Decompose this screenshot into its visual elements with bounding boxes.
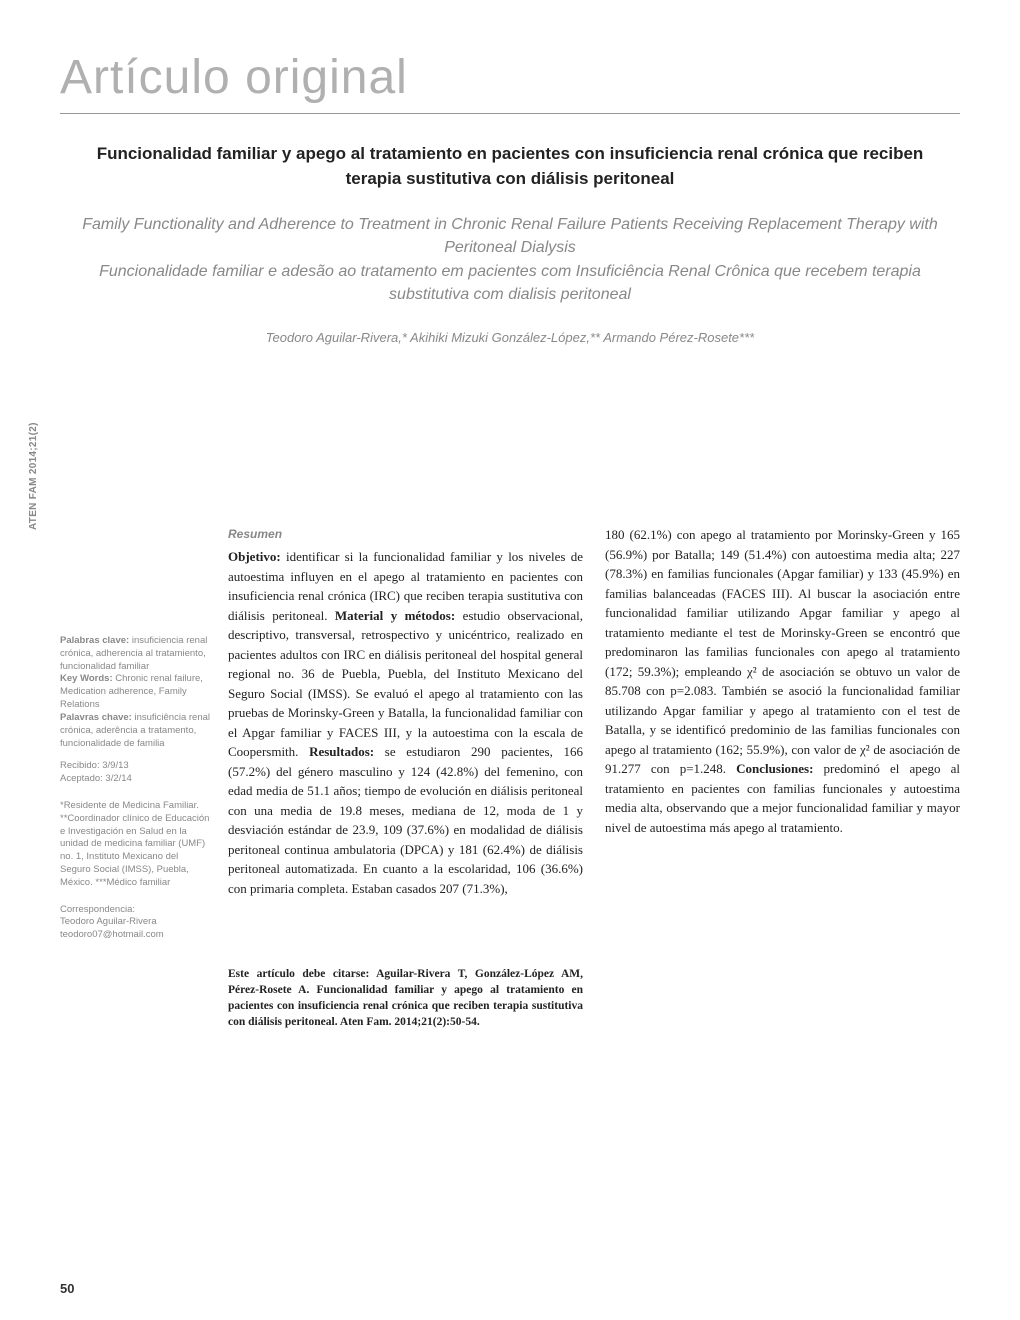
kw-en-label: Key Words:	[60, 673, 113, 684]
corr-email: teodoro07@hotmail.com	[60, 929, 164, 940]
article-title-portuguese: Funcionalidade familiar e adesão ao trat…	[60, 260, 960, 306]
resumen-heading: Resumen	[228, 525, 583, 543]
main-columns: Resumen Objetivo: identificar si la func…	[228, 525, 960, 1030]
corr-label: Correspondencia:	[60, 904, 135, 915]
citation-block: Este artículo debe citarse: Aguilar-Rive…	[228, 966, 583, 1030]
journal-reference-side: ATEN FAM 2014;21(2)	[28, 422, 39, 530]
page-number: 50	[60, 1281, 74, 1296]
correspondence: Correspondencia: Teodoro Aguilar-Rivera …	[60, 904, 210, 942]
keywords-spanish: Palabras clave: insuficiencia renal crón…	[60, 635, 210, 750]
body-wrapper: Palabras clave: insuficiencia renal crón…	[60, 525, 960, 1030]
title-divider	[60, 113, 960, 114]
kw-es-label: Palabras clave:	[60, 635, 129, 646]
kw-pt-label: Palavras chave:	[60, 712, 132, 723]
accepted-date: Aceptado: 3/2/14	[60, 773, 132, 784]
column-left: Resumen Objetivo: identificar si la func…	[228, 525, 583, 1030]
section-label: Artículo original	[60, 50, 960, 105]
abstract-col1: Objetivo: identificar si la funcionalida…	[228, 547, 583, 898]
received-date: Recibido: 3/9/13	[60, 760, 129, 771]
article-title-spanish: Funcionalidad familiar y apego al tratam…	[60, 142, 960, 191]
corr-name: Teodoro Aguilar-Rivera	[60, 916, 157, 927]
sidebar-metadata: Palabras clave: insuficiencia renal crón…	[60, 525, 210, 1030]
affiliations: *Residente de Medicina Familiar. **Coord…	[60, 800, 210, 890]
dates-block: Recibido: 3/9/13 Aceptado: 3/2/14	[60, 760, 210, 786]
column-right: 180 (62.1%) con apego al tratamiento por…	[605, 525, 960, 1030]
authors-line: Teodoro Aguilar-Rivera,* Akihiki Mizuki …	[60, 330, 960, 345]
abstract-col2: 180 (62.1%) con apego al tratamiento por…	[605, 525, 960, 837]
article-title-english: Family Functionality and Adherence to Tr…	[60, 213, 960, 259]
